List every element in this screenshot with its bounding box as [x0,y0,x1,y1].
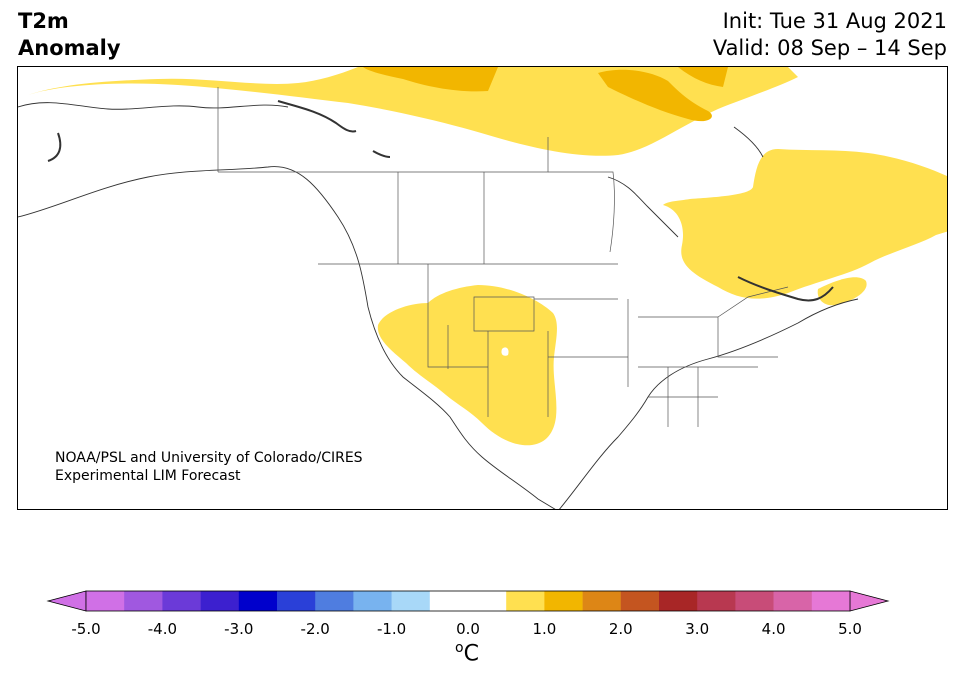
anomaly-region-quebec [663,149,947,299]
colorbar-cell [620,591,660,611]
colorbar-cell [544,591,583,611]
coastlines [18,102,859,509]
anomaly-region-southwest [377,285,557,446]
colorbar-cell [162,591,201,611]
anomaly-region-arctic-strong-2 [598,69,712,122]
colorbar-tick-label: 2.0 [608,620,633,638]
colorbar-cell [429,591,469,611]
data-credit: NOAA/PSL and University of Colorado/CIRE… [55,449,363,485]
colorbar-border [85,590,851,612]
map-canvas [18,67,947,509]
anomaly-map [17,66,948,510]
lakes [47,100,834,302]
colorbar-tick-label: -5.0 [71,620,101,638]
map-title: T2m Anomaly [18,8,121,62]
colorbar-tick-label: -4.0 [147,620,178,638]
title-line-1: T2m [18,9,69,33]
colorbar-cell [315,591,354,611]
colorbar-cell [391,591,431,611]
anomaly-region-arctic-strong [363,67,498,92]
anomaly-hole-colorado [501,347,509,356]
credit-line-2: Experimental LIM Forecast [55,468,241,484]
colorbar-cell [735,591,774,611]
credit-line-1: NOAA/PSL and University of Colorado/CIRE… [55,450,363,466]
unit-degree: o [455,640,464,656]
colorbar-tick-label: -3.0 [224,620,254,638]
colorbar-tick-label: 0.0 [456,620,480,638]
anomaly-region-maritimes [817,277,867,306]
colorbar-cell [468,591,507,611]
colorbar-unit: oC [455,640,479,666]
colorbar-cell [582,591,622,611]
political-borders [217,87,789,427]
colorbar-tick-label: 5.0 [838,620,862,638]
unit-celsius: C [463,641,479,667]
init-date: Init: Tue 31 Aug 2021 [722,9,947,33]
colorbar-cell [773,591,813,611]
run-info: Init: Tue 31 Aug 2021 Valid: 08 Sep – 14… [713,8,947,62]
colorbar-cell [277,591,316,611]
title-line-2: Anomaly [18,36,121,60]
colorbar-cell [353,591,392,611]
colorbar-tick-label: 3.0 [685,620,710,638]
colorbar-cell [811,591,851,611]
colorbar-tick-label: -2.0 [300,620,330,638]
colorbar [46,590,890,612]
colorbar-over-triangle [849,590,890,612]
colorbar-under-triangle [46,590,87,612]
colorbar-cells [46,590,890,612]
anomaly-region-arctic-strong-3 [678,67,728,87]
colorbar-cell [200,591,240,611]
colorbar-tick-label: -1.0 [376,620,407,638]
colorbar-cell [506,591,545,611]
colorbar-tick-label: 4.0 [761,620,786,638]
anomaly-region-arctic [28,67,798,156]
colorbar-cell [86,591,125,611]
colorbar-tick-label: 1.0 [532,620,557,638]
colorbar-cell [659,591,698,611]
colorbar-cell [697,591,736,611]
valid-period: Valid: 08 Sep – 14 Sep [712,36,947,60]
colorbar-cell [238,591,278,611]
colorbar-cell [124,591,163,611]
